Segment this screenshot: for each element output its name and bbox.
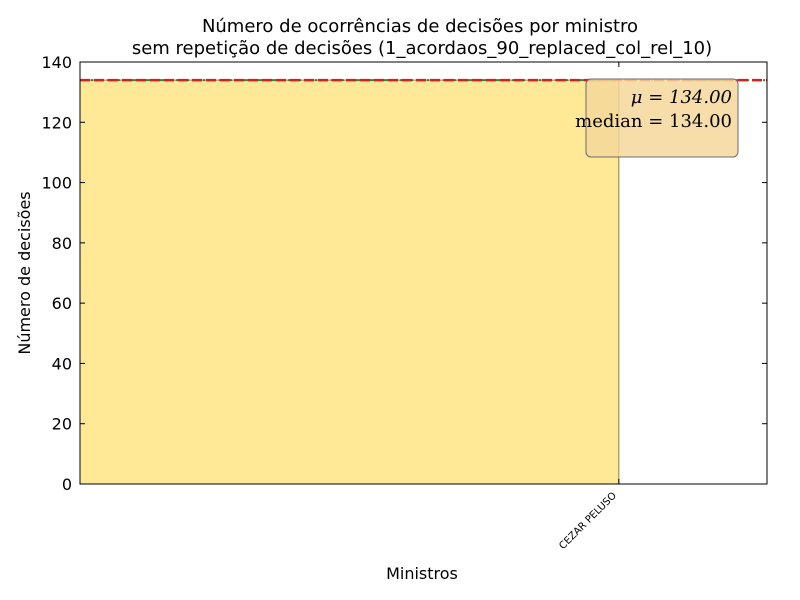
plot-frame [79,61,768,485]
chart-title-line1: Número de ocorrências de decisões por mi… [202,16,638,37]
y-tick-label: 120 [41,113,72,132]
y-tick-label: 140 [41,53,72,72]
bar [79,79,620,485]
x-tick-label: CEZAR PELUSO [557,490,619,552]
y-tick-label: 0 [62,475,72,494]
y-axis: 0 20 40 60 80 100 120 140 [41,53,767,494]
y-tick-label: 40 [52,354,72,373]
y-axis-label: Número de decisões [15,191,34,354]
chart-title-line2: sem repetição de decisões (1_acordaos_90… [132,38,712,59]
stats-box-background [585,78,739,158]
x-axis-label: Ministros [386,564,458,583]
median-label: median = 134.00 [575,111,732,132]
y-tick-label: 60 [52,294,72,313]
stats-box: μ = 134.00 median = 134.00 [575,78,739,158]
y-tick-label: 100 [41,174,72,193]
y-tick-label: 80 [52,234,72,253]
y-tick-label: 20 [52,415,72,434]
mean-label: μ = 134.00 [631,87,732,108]
